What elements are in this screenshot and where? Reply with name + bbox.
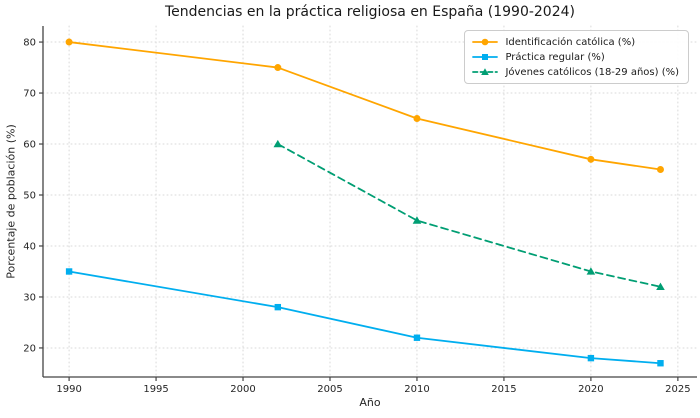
y-tick-label: 20 [23,343,36,354]
y-tick-label: 80 [23,38,36,49]
y-tick-label: 40 [23,241,36,252]
data-point-marker [65,268,73,275]
legend-item: Identificación católica (%) [472,35,679,49]
data-point-marker [413,334,421,341]
y-tick-label: 50 [23,191,36,202]
chart-title: Tendencias en la práctica religiosa en E… [164,4,575,20]
legend: Identificación católica (%) Práctica reg… [464,30,689,84]
y-tick-label: 60 [23,140,36,151]
legend-item: Práctica regular (%) [472,50,679,64]
data-point-marker [65,38,73,46]
x-axis-label: Año [359,396,381,409]
legend-item: Jóvenes católicos (18-29 años) (%) [472,65,679,79]
data-point-marker [273,139,283,148]
data-point-marker [412,216,422,224]
data-point-marker [586,267,596,275]
x-tick-label: 2020 [578,384,603,395]
x-tick-label: 2010 [404,384,429,395]
y-axis-label: Porcentaje de población (%) [4,124,18,279]
legend-label: Jóvenes católicos (18-29 años) (%) [505,66,679,78]
x-tick-label: 2005 [317,384,342,395]
x-tick-label: 2000 [230,384,255,395]
y-tick-label: 70 [23,89,36,100]
series-line [276,143,662,288]
x-tick-label: 2015 [491,384,516,395]
data-point-marker [656,166,664,174]
legend-label: Práctica regular (%) [505,51,605,63]
x-tick-label: 1995 [143,384,168,395]
legend-line-square-icon [472,54,499,60]
legend-line-circle-icon [472,38,499,46]
legend-line-triangle-icon [472,68,499,75]
series-line [68,270,662,365]
data-point-marker [274,64,282,72]
data-point-marker [656,282,665,290]
x-tick-label: 2025 [665,384,690,395]
legend-label: Identificación católica (%) [505,36,636,48]
data-point-marker [274,303,282,311]
x-tick-label: 1990 [56,384,81,395]
data-point-marker [587,155,595,163]
data-point-marker [657,360,664,367]
data-point-marker [413,115,421,123]
y-tick-label: 30 [23,292,36,303]
data-point-marker [587,354,595,362]
